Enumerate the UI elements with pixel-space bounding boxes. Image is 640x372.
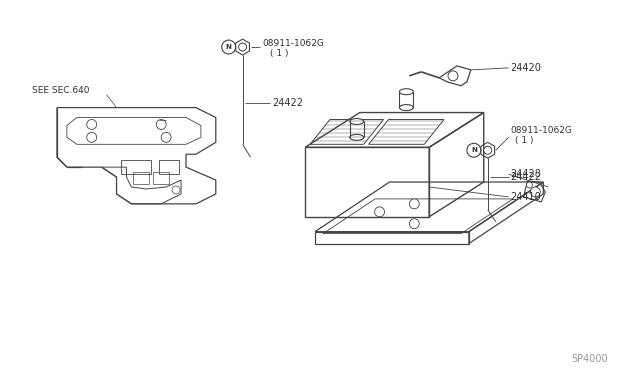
Text: 08911-1062G: 08911-1062G (511, 126, 572, 135)
Circle shape (410, 219, 419, 229)
Text: SEE SEC.640: SEE SEC.640 (32, 86, 90, 95)
Text: 24420: 24420 (511, 63, 541, 73)
Circle shape (161, 132, 171, 142)
Circle shape (448, 71, 458, 81)
Text: 24422: 24422 (273, 97, 303, 108)
Text: 24428: 24428 (511, 169, 541, 179)
Ellipse shape (399, 105, 413, 110)
Circle shape (87, 119, 97, 129)
Text: 08911-1062G: 08911-1062G (262, 39, 324, 48)
Text: ( 1 ): ( 1 ) (515, 136, 533, 145)
Circle shape (484, 146, 492, 154)
Circle shape (531, 187, 540, 197)
Text: 24410: 24410 (511, 192, 541, 202)
Ellipse shape (350, 134, 364, 140)
Circle shape (467, 143, 481, 157)
Text: N: N (226, 44, 232, 50)
Circle shape (527, 182, 532, 188)
Ellipse shape (350, 119, 364, 125)
Text: SP4000: SP4000 (572, 354, 608, 364)
Text: ( 1 ): ( 1 ) (270, 48, 289, 58)
Ellipse shape (399, 89, 413, 95)
Circle shape (374, 207, 385, 217)
Circle shape (156, 119, 166, 129)
Circle shape (87, 132, 97, 142)
Text: 24422: 24422 (511, 172, 541, 182)
Circle shape (239, 43, 246, 51)
Circle shape (221, 40, 236, 54)
Circle shape (410, 199, 419, 209)
Circle shape (172, 186, 180, 194)
Text: N: N (471, 147, 477, 153)
